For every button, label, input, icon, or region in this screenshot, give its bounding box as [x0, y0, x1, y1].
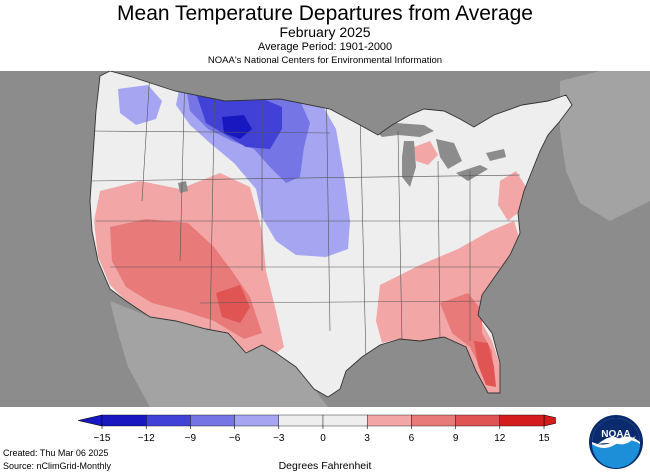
legend-units: Degrees Fahrenheit [278, 460, 372, 472]
legend-arrow-cold [78, 414, 103, 427]
color-scale-legend: −15 −12 −9 −6 −3 0 3 6 9 12 15 [78, 414, 556, 444]
mexico-landmass [110, 301, 328, 407]
noaa-logo-top [592, 418, 640, 445]
lake-huron [436, 139, 462, 169]
canada-landmass [560, 71, 650, 221]
lake-ontario [486, 149, 506, 161]
legend-tick-label: 15 [538, 433, 550, 444]
legend-color-segment [367, 414, 412, 427]
state-boundaries [90, 71, 521, 362]
legend-tick-label: 12 [494, 433, 506, 444]
warm-anomaly-florida [474, 341, 496, 387]
warm-anomaly-southwest-strong [216, 285, 250, 323]
noaa-logo-text: NOAA [601, 429, 630, 440]
data-source: Source: nClimGrid-Monthly [3, 461, 112, 471]
legend-color-segment [234, 414, 280, 427]
noaa-logo: NOAA [589, 415, 643, 469]
legend-color-segment [145, 414, 191, 427]
legend-tick-label: 0 [320, 433, 326, 444]
noaa-bird-icon [598, 436, 636, 445]
us-outline [89, 71, 573, 398]
legend-tick-label: −9 [185, 433, 197, 444]
legend-tick-label: 3 [364, 433, 370, 444]
legend-color-segment [322, 414, 368, 427]
legend-color-segment [499, 414, 545, 427]
map-title: Mean Temperature Departures from Average [117, 2, 533, 25]
legend-color-segment [190, 414, 235, 427]
legend-color-segment [411, 414, 456, 427]
map-subtitle: February 2025 [279, 24, 371, 40]
warm-anomaly-michigan [414, 141, 438, 165]
legend-color-segment [278, 414, 324, 427]
legend-tick-label: −3 [273, 433, 285, 444]
legend-color-segment [455, 414, 501, 427]
great-salt-lake [178, 181, 188, 193]
lake-michigan [402, 141, 416, 187]
noaa-logo-bottom [592, 440, 640, 468]
legend-tick-label: 6 [409, 433, 415, 444]
organization-label: NOAA's National Centers for Environmenta… [207, 55, 443, 66]
legend-tick-label: −12 [138, 433, 155, 444]
cold-anomaly-core [222, 115, 252, 139]
legend-arrow-warm [543, 414, 556, 427]
lake-superior [374, 123, 434, 137]
temperature-departure-map [0, 71, 650, 407]
legend-color-segment [101, 414, 147, 427]
created-date: Created: Thu Mar 06 2025 [3, 448, 109, 458]
cold-anomaly-light-nw [118, 85, 162, 125]
legend-tick-label: −15 [94, 433, 111, 444]
lake-erie [456, 165, 488, 181]
legend-tick-label: −6 [229, 433, 241, 444]
average-period: Average Period: 1901-2000 [257, 41, 393, 53]
legend-tick-label: 9 [453, 433, 459, 444]
